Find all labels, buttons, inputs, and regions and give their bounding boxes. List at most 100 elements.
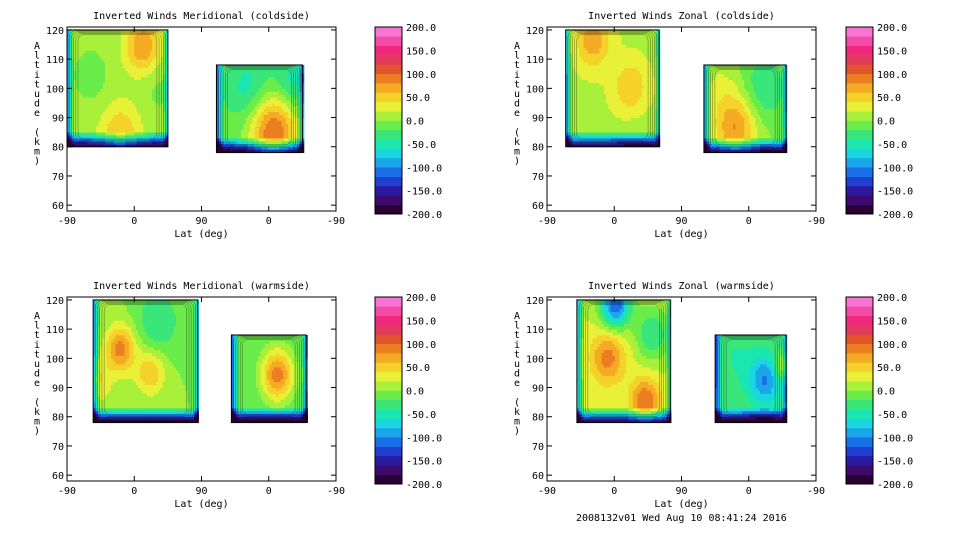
data-cell <box>100 56 104 60</box>
data-cell <box>632 56 636 60</box>
data-cell <box>565 137 569 142</box>
data-cell <box>87 47 90 51</box>
data-cell <box>637 76 641 80</box>
data-cell <box>116 64 119 69</box>
data-cell <box>111 108 115 113</box>
data-cell <box>87 38 90 42</box>
data-cell <box>82 82 86 86</box>
data-cell <box>639 120 643 124</box>
data-cell <box>637 126 641 130</box>
data-cell <box>608 35 611 40</box>
data-cell <box>127 129 131 133</box>
data-cell <box>145 102 149 107</box>
data-cell <box>610 97 614 101</box>
data-cell <box>147 129 151 133</box>
data-cell <box>254 73 258 78</box>
data-cell <box>73 29 77 34</box>
data-cell <box>615 132 618 136</box>
data-cell <box>590 140 593 145</box>
data-cell <box>579 117 582 121</box>
data-cell <box>646 97 650 101</box>
data-cell <box>96 100 99 104</box>
data-cell <box>639 114 643 118</box>
data-cell <box>601 73 605 78</box>
data-cell <box>69 88 72 92</box>
data-cell <box>84 56 88 60</box>
data-cell <box>156 105 160 110</box>
data-cell <box>67 38 70 42</box>
data-cell <box>581 117 585 121</box>
y-axis-label-char: e <box>34 108 40 119</box>
data-cell <box>227 137 231 142</box>
data-cell <box>259 100 262 104</box>
colorbar-label: 0.0 <box>406 117 424 128</box>
data-cell <box>136 137 140 142</box>
data-cell <box>123 117 126 121</box>
data-cell <box>236 70 240 75</box>
data-cell <box>283 135 287 139</box>
data-cell <box>263 126 267 130</box>
data-cell <box>102 62 106 66</box>
data-cell <box>712 140 716 145</box>
data-cell <box>588 120 591 124</box>
data-cell <box>71 29 75 34</box>
data-cell <box>223 100 226 104</box>
data-cell <box>268 137 271 142</box>
data-cell <box>243 94 246 98</box>
data-cell <box>80 44 84 48</box>
data-cell <box>147 79 151 83</box>
data-cell <box>597 102 600 107</box>
data-cell <box>644 129 647 133</box>
data-cell <box>272 108 276 113</box>
data-cell <box>567 70 571 75</box>
data-cell <box>632 85 636 89</box>
data-cell <box>583 129 587 133</box>
data-cell <box>630 137 634 142</box>
data-cell <box>276 140 280 145</box>
data-cell <box>261 129 264 133</box>
data-cell <box>100 105 104 110</box>
data-cell <box>256 114 260 118</box>
data-cell <box>132 102 135 107</box>
data-cell <box>632 108 636 113</box>
data-cell <box>588 126 591 130</box>
data-cell <box>123 67 126 72</box>
data-cell <box>646 38 650 42</box>
data-cell <box>706 91 709 95</box>
data-cell <box>650 88 654 92</box>
data-cell <box>619 120 623 124</box>
data-cell <box>265 117 269 121</box>
data-cell <box>639 102 643 107</box>
data-cell <box>639 67 643 72</box>
data-cell <box>241 105 244 110</box>
data-cell <box>118 35 122 40</box>
data-cell <box>252 88 255 92</box>
data-cell <box>134 67 137 72</box>
data-cell <box>143 76 146 80</box>
data-cell <box>592 79 596 83</box>
data-cell <box>630 82 634 86</box>
data-cell <box>646 117 650 121</box>
data-cell <box>232 79 235 83</box>
data-cell <box>96 102 99 107</box>
data-cell <box>623 67 627 72</box>
data-cell <box>601 82 605 86</box>
data-cell <box>116 79 119 83</box>
data-cell <box>123 56 126 60</box>
data-cell <box>610 35 614 40</box>
data-cell <box>243 129 246 133</box>
colorbar-swatch <box>375 185 402 196</box>
data-cell <box>281 102 285 107</box>
data-cell <box>69 38 72 42</box>
contour-line <box>73 32 162 143</box>
data-cell <box>100 38 104 42</box>
data-cell <box>599 64 602 69</box>
data-cell <box>84 94 88 98</box>
data-cell <box>608 53 611 57</box>
data-cell <box>161 105 164 110</box>
data-cell <box>719 79 723 83</box>
data-cell <box>621 88 625 92</box>
data-cell <box>610 114 614 118</box>
data-cell <box>87 105 90 110</box>
data-cell <box>132 53 135 57</box>
